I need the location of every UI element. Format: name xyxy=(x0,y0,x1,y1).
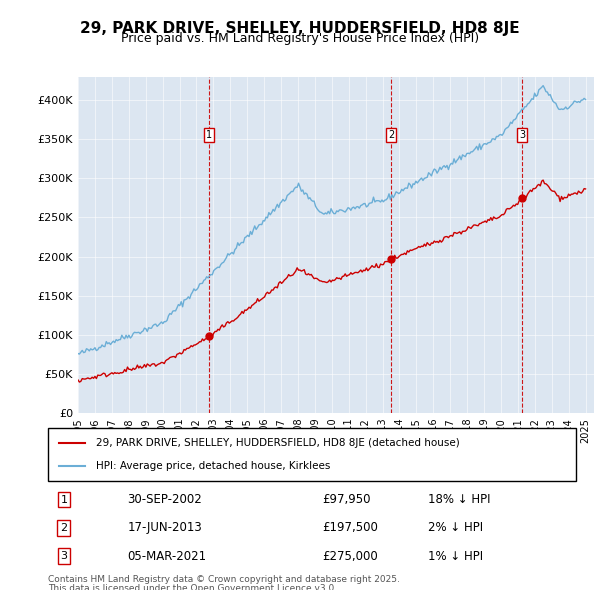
Text: 29, PARK DRIVE, SHELLEY, HUDDERSFIELD, HD8 8JE (detached house): 29, PARK DRIVE, SHELLEY, HUDDERSFIELD, H… xyxy=(95,438,459,448)
Text: 18% ↓ HPI: 18% ↓ HPI xyxy=(428,493,491,506)
Text: 29, PARK DRIVE, SHELLEY, HUDDERSFIELD, HD8 8JE: 29, PARK DRIVE, SHELLEY, HUDDERSFIELD, H… xyxy=(80,21,520,35)
Text: Contains HM Land Registry data © Crown copyright and database right 2025.: Contains HM Land Registry data © Crown c… xyxy=(48,575,400,584)
Text: £275,000: £275,000 xyxy=(323,550,379,563)
Text: 1: 1 xyxy=(206,130,212,140)
Text: £197,500: £197,500 xyxy=(323,522,379,535)
Text: 30-SEP-2002: 30-SEP-2002 xyxy=(127,493,202,506)
Text: 2: 2 xyxy=(388,130,394,140)
Text: 1% ↓ HPI: 1% ↓ HPI xyxy=(428,550,483,563)
Text: HPI: Average price, detached house, Kirklees: HPI: Average price, detached house, Kirk… xyxy=(95,461,330,471)
Text: 3: 3 xyxy=(61,551,67,561)
Text: This data is licensed under the Open Government Licence v3.0.: This data is licensed under the Open Gov… xyxy=(48,584,337,590)
Text: 1: 1 xyxy=(61,494,67,504)
Text: 17-JUN-2013: 17-JUN-2013 xyxy=(127,522,202,535)
Text: 05-MAR-2021: 05-MAR-2021 xyxy=(127,550,206,563)
Text: Price paid vs. HM Land Registry's House Price Index (HPI): Price paid vs. HM Land Registry's House … xyxy=(121,32,479,45)
Text: £97,950: £97,950 xyxy=(323,493,371,506)
Text: 2: 2 xyxy=(60,523,67,533)
Text: 3: 3 xyxy=(519,130,525,140)
Text: 2% ↓ HPI: 2% ↓ HPI xyxy=(428,522,483,535)
FancyBboxPatch shape xyxy=(48,428,576,481)
